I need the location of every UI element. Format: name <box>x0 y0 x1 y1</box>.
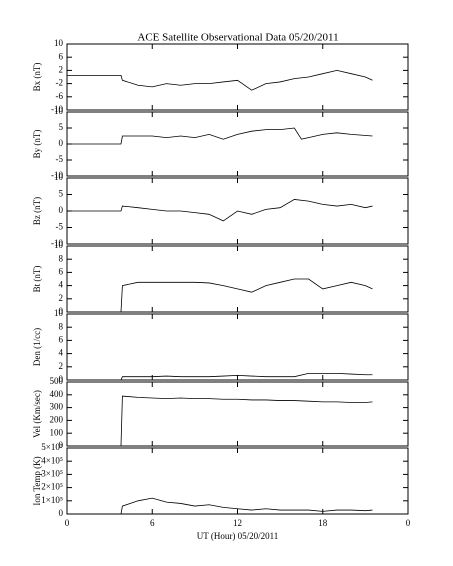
panel-frame <box>66 381 409 447</box>
y-tick-label: 5 <box>59 189 64 199</box>
data-line <box>67 278 373 313</box>
panel-frame <box>66 447 409 515</box>
y-tick-label: 10 <box>54 240 64 250</box>
y-tick-label: 4×10⁵ <box>41 455 63 465</box>
x-tick-label: 0 <box>406 518 411 528</box>
y-tick-label: -10 <box>51 104 63 114</box>
data-line <box>67 395 373 447</box>
y-tick-label: 3×10⁵ <box>41 468 63 478</box>
y-tick-label: 4 <box>59 280 64 290</box>
y-axis-label: Bt (nT) <box>32 266 42 293</box>
x-tick-label: 12 <box>233 518 242 528</box>
y-tick-label: 200 <box>50 414 64 424</box>
panel-frame <box>66 245 409 313</box>
y-tick-label: 8 <box>59 321 64 331</box>
y-tick-label: -10 <box>51 170 63 180</box>
y-tick-label: 6 <box>59 266 64 276</box>
x-tick-label: 6 <box>150 518 155 528</box>
y-tick-label: -10 <box>51 238 63 248</box>
y-tick-label: 2 <box>59 64 64 74</box>
panel-frame <box>66 313 409 381</box>
y-tick-label: -2 <box>56 78 64 88</box>
y-tick-label: 10 <box>54 308 64 318</box>
y-tick-label: 10 <box>54 38 64 48</box>
y-axis-label: Bz (nT) <box>32 197 42 225</box>
y-tick-label: 2×10⁵ <box>41 482 63 492</box>
panel-frame <box>66 43 409 111</box>
y-tick-label: 10 <box>54 106 64 116</box>
y-axis-label: Ion Temp (K) <box>32 456 42 505</box>
y-axis-label: Vel (Km/sec) <box>32 390 42 438</box>
y-tick-label: 1×10⁵ <box>41 495 63 505</box>
y-axis-label: Bx (nT) <box>32 63 42 92</box>
chart-title: ACE Satellite Observational Data 05/20/2… <box>137 32 338 44</box>
data-line <box>67 127 373 145</box>
y-tick-label: 400 <box>50 389 64 399</box>
y-tick-label: 0 <box>59 205 64 215</box>
y-tick-label: 0 <box>59 306 64 316</box>
data-line <box>67 373 373 381</box>
y-axis-label: Den (1/cc) <box>32 328 42 366</box>
data-line <box>67 199 373 222</box>
y-tick-label: 0 <box>59 138 64 148</box>
y-tick-label: 0 <box>59 374 64 384</box>
x-axis-label: UT (Hour) 05/20/2011 <box>197 531 279 541</box>
y-tick-label: 300 <box>50 402 64 412</box>
y-tick-label: 8 <box>59 253 64 263</box>
y-tick-label: -5 <box>56 154 64 164</box>
y-tick-label: 2 <box>59 361 64 371</box>
y-tick-label: 5×10⁵ <box>41 442 63 452</box>
y-tick-label: 4 <box>59 348 64 358</box>
y-tick-label: 0 <box>59 440 64 450</box>
y-tick-label: 0 <box>59 508 64 518</box>
y-tick-label: 5 <box>59 122 64 132</box>
y-tick-label: 2 <box>59 293 64 303</box>
y-axis-label: By (nT) <box>32 130 42 159</box>
y-tick-label: 500 <box>50 376 64 386</box>
y-tick-label: 6 <box>59 51 64 61</box>
y-tick-label: -6 <box>56 91 64 101</box>
x-tick-label: 0 <box>65 518 70 528</box>
y-tick-label: 10 <box>54 172 64 182</box>
data-line <box>120 497 373 515</box>
y-tick-label: 6 <box>59 334 64 344</box>
y-tick-label: -5 <box>56 222 64 232</box>
x-tick-label: 18 <box>318 518 328 528</box>
data-line <box>67 69 373 91</box>
y-tick-label: 100 <box>50 427 64 437</box>
